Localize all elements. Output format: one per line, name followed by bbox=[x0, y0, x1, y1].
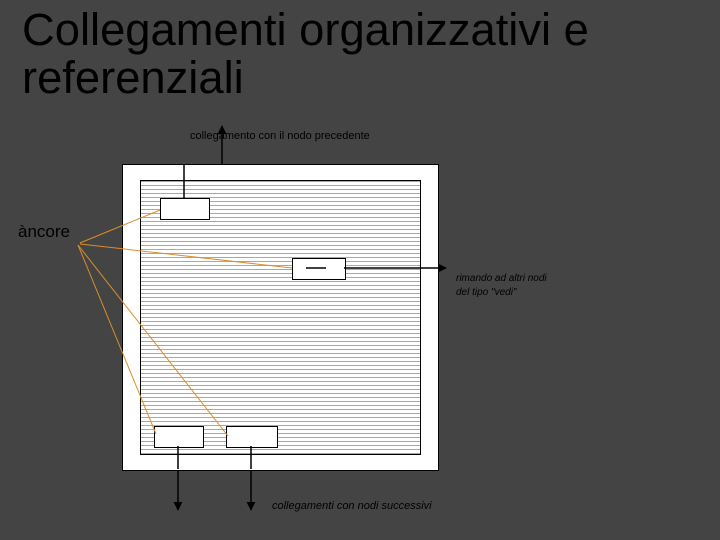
label-next-nodes: collegamenti con nodi successivi bbox=[272, 500, 432, 512]
slide-title: Collegamenti organizzativi e referenzial… bbox=[22, 6, 662, 101]
label-ancore: àncore bbox=[18, 222, 70, 242]
anchor-box-bottom-left bbox=[154, 426, 204, 448]
label-rimando-line2: del tipo "vedi" bbox=[456, 287, 516, 298]
slide: Collegamenti organizzativi e referenzial… bbox=[0, 0, 720, 540]
label-prev-node: collegamento con il nodo precedente bbox=[190, 130, 370, 142]
anchor-box-mid bbox=[292, 258, 346, 280]
label-rimando-line1: rimando ad altri nodi bbox=[456, 273, 547, 284]
anchor-box-top bbox=[160, 198, 210, 220]
anchor-box-bottom-right bbox=[226, 426, 278, 448]
node-inner-content bbox=[140, 180, 421, 455]
